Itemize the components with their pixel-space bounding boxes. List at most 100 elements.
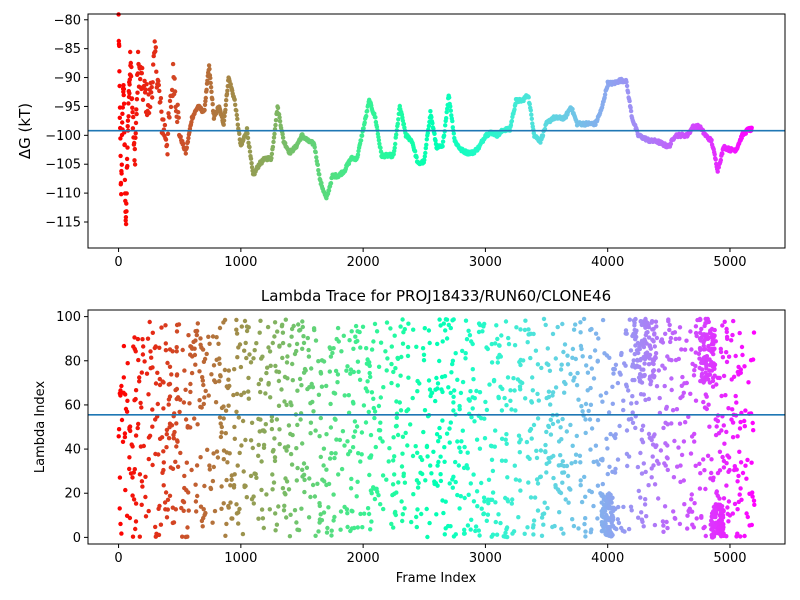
- lambda-point: [706, 402, 711, 407]
- lambda-point: [311, 326, 317, 331]
- lambda-point: [361, 403, 367, 408]
- lambda-x-tick-label: 3000: [469, 551, 502, 566]
- lambda-point: [456, 463, 461, 468]
- lambda-point: [206, 393, 211, 398]
- lambda-point: [147, 319, 152, 325]
- lambda-point: [539, 533, 545, 538]
- lambda-point: [121, 375, 127, 380]
- lambda-point: [174, 322, 180, 328]
- lambda-point: [513, 408, 518, 413]
- delta-g-point: [444, 109, 449, 115]
- lambda-point: [269, 426, 275, 432]
- lambda-point: [624, 331, 629, 336]
- lambda-point: [157, 345, 162, 350]
- lambda-point: [332, 391, 338, 396]
- lambda-point: [745, 457, 750, 463]
- lambda-point: [180, 534, 185, 539]
- lambda-point: [546, 394, 552, 400]
- lambda-point: [193, 338, 198, 343]
- lambda-point: [410, 453, 416, 459]
- lambda-point: [402, 480, 408, 485]
- lambda-point: [670, 408, 676, 413]
- delta-g-point: [429, 115, 434, 120]
- lambda-point: [621, 407, 626, 413]
- lambda-point: [364, 346, 369, 351]
- lambda-point: [442, 374, 448, 379]
- delta-g-point: [118, 136, 123, 141]
- delta-g-point: [709, 137, 714, 143]
- lambda-point: [290, 378, 295, 383]
- lambda-point: [288, 431, 293, 437]
- lambda-point: [677, 521, 683, 527]
- lambda-point: [170, 466, 176, 471]
- lambda-point: [300, 441, 305, 446]
- lambda-point: [720, 323, 725, 328]
- lambda-point: [285, 354, 290, 359]
- lambda-point: [566, 500, 571, 505]
- delta-g-point: [129, 64, 134, 70]
- lambda-point: [724, 429, 729, 435]
- lambda-point: [188, 352, 193, 357]
- lambda-point: [676, 445, 681, 450]
- lambda-point: [517, 450, 522, 455]
- lambda-point: [604, 436, 609, 441]
- lambda-point: [462, 527, 467, 532]
- lambda-point: [256, 516, 261, 521]
- lambda-point: [546, 456, 551, 461]
- lambda-point: [607, 496, 612, 501]
- lambda-point: [435, 463, 440, 468]
- lambda-point: [306, 347, 311, 353]
- lambda-point: [650, 454, 655, 459]
- lambda-point: [582, 521, 587, 527]
- lambda-point: [588, 402, 594, 407]
- lambda-point: [578, 330, 583, 335]
- lambda-point: [641, 524, 646, 529]
- lambda-point: [375, 489, 380, 494]
- lambda-point: [348, 486, 354, 491]
- lambda-point: [588, 447, 593, 452]
- lambda-point: [366, 409, 371, 415]
- lambda-point: [294, 520, 299, 525]
- lambda-point: [166, 436, 172, 441]
- lambda-point: [642, 339, 648, 344]
- lambda-point: [256, 453, 261, 458]
- lambda-point: [308, 420, 314, 425]
- lambda-point: [204, 351, 209, 357]
- lambda-point: [583, 534, 588, 539]
- delta-g-point: [132, 162, 138, 167]
- lambda-point: [400, 434, 406, 439]
- lambda-point: [350, 445, 356, 450]
- lambda-point: [411, 492, 416, 497]
- lambda-point: [186, 333, 191, 338]
- lambda-point: [473, 524, 479, 529]
- lambda-point: [457, 506, 462, 511]
- lambda-point: [276, 403, 282, 408]
- lambda-point: [124, 409, 130, 414]
- delta-g-point: [204, 87, 209, 93]
- delta-g-point: [134, 97, 140, 102]
- lambda-point: [270, 449, 276, 454]
- lambda-point: [125, 361, 130, 366]
- lambda-point: [726, 499, 732, 504]
- lambda-point: [216, 341, 221, 346]
- lambda-point: [714, 490, 719, 496]
- lambda-point: [726, 406, 731, 411]
- lambda-point: [515, 377, 521, 382]
- lambda-point: [394, 423, 399, 429]
- lambda-point: [400, 341, 406, 346]
- lambda-point: [166, 402, 171, 407]
- lambda-point: [483, 399, 488, 405]
- lambda-point: [384, 368, 389, 373]
- lambda-point: [228, 500, 233, 505]
- lambda-point: [551, 475, 556, 481]
- lambda-point: [689, 492, 694, 497]
- lambda-point: [421, 429, 426, 435]
- delta-g-point: [185, 139, 191, 144]
- lambda-point: [321, 463, 326, 468]
- lambda-point: [182, 473, 187, 479]
- lambda-y-label: Lambda Index: [33, 381, 48, 474]
- lambda-point: [161, 449, 166, 454]
- lambda-point: [650, 361, 655, 366]
- lambda-point: [524, 439, 530, 445]
- lambda-point: [263, 391, 268, 396]
